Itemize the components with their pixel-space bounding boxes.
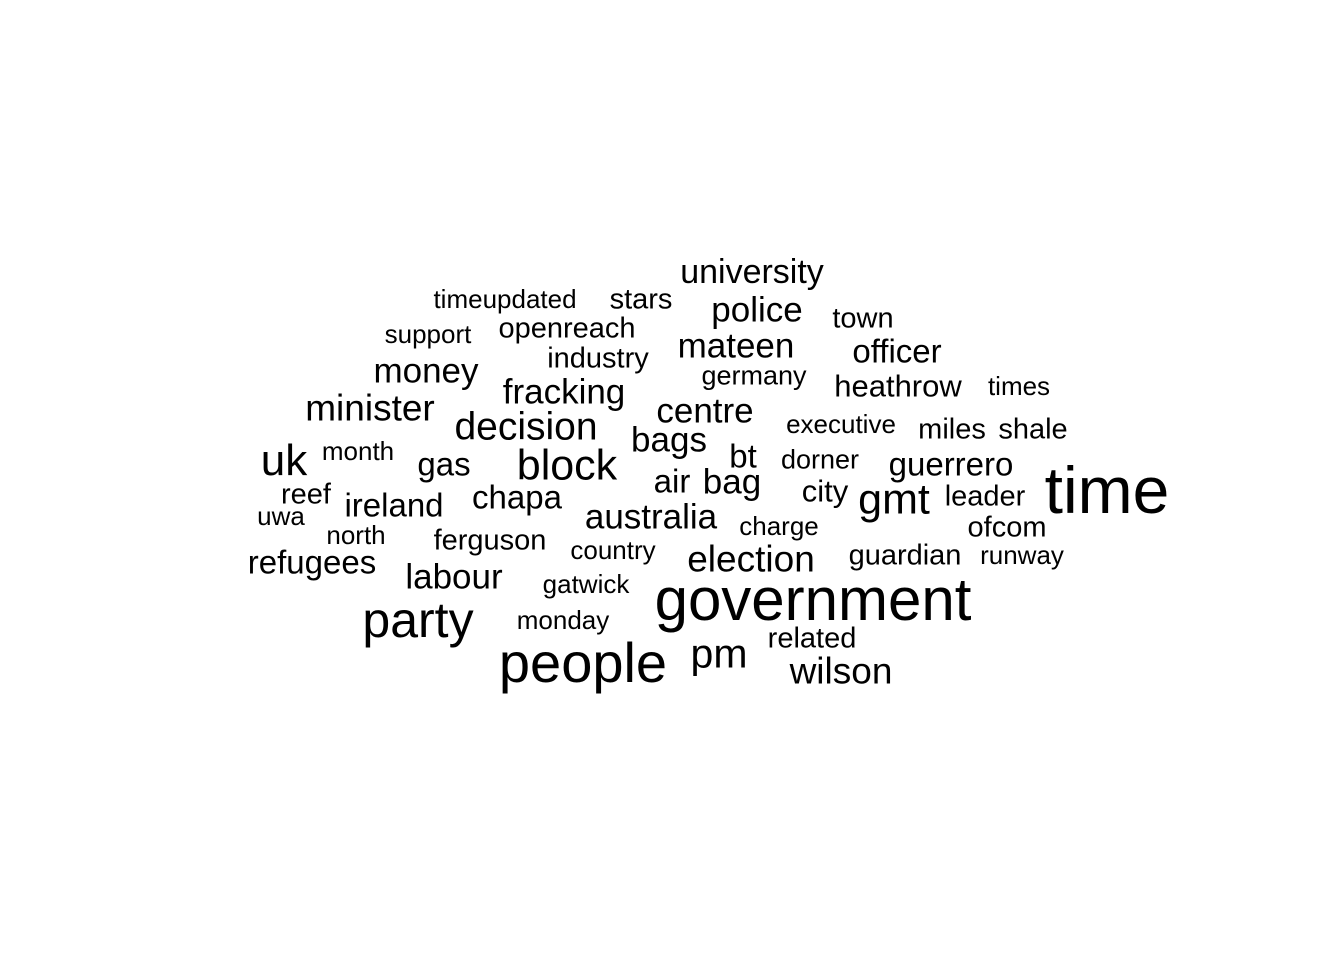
word-fracking: fracking <box>502 372 626 412</box>
word-industry: industry <box>547 342 649 375</box>
word-pm: pm <box>690 630 748 677</box>
word-gas: gas <box>417 445 471 483</box>
word-money: money <box>373 351 479 391</box>
word-ireland: ireland <box>344 486 444 524</box>
word-mateen: mateen <box>677 326 795 366</box>
word-leader: leader <box>944 480 1026 513</box>
word-country: country <box>570 535 656 565</box>
word-bag: bag <box>702 462 762 502</box>
word-executive: executive <box>786 409 896 439</box>
word-times: times <box>987 371 1051 401</box>
word-openreach: openreach <box>498 312 636 345</box>
word-block: block <box>516 441 618 490</box>
word-decision: decision <box>454 405 598 449</box>
word-stars: stars <box>609 283 673 316</box>
word-election: election <box>687 538 815 580</box>
word-party: party <box>362 592 474 648</box>
word-chapa: chapa <box>472 478 562 516</box>
word-shale: shale <box>998 413 1068 446</box>
word-gmt: gmt <box>858 475 930 524</box>
word-timeupdated: timeupdated <box>433 284 577 314</box>
word-heathrow: heathrow <box>834 368 962 404</box>
word-monday: monday <box>516 605 610 635</box>
word-guardian: guardian <box>848 539 962 572</box>
word-support: support <box>384 319 472 349</box>
word-germany: germany <box>701 360 807 391</box>
word-minister: minister <box>305 387 435 429</box>
word-bt: bt <box>729 437 757 475</box>
word-refugees: refugees <box>247 543 377 581</box>
word-officer: officer <box>852 332 942 370</box>
word-month: month <box>321 436 395 466</box>
word-air: air <box>653 462 691 500</box>
word-wilson: wilson <box>789 650 893 692</box>
word-police: police <box>711 290 803 330</box>
word-ferguson: ferguson <box>433 524 547 557</box>
word-related: related <box>767 622 857 655</box>
word-reef: reef <box>281 478 331 511</box>
word-north: north <box>326 520 386 550</box>
word-gatwick: gatwick <box>542 569 630 599</box>
word-charge: charge <box>739 511 819 541</box>
word-time: time <box>1044 453 1170 527</box>
word-people: people <box>498 631 668 694</box>
word-town: town <box>832 302 894 335</box>
word-government: government <box>654 566 972 633</box>
word-university: university <box>680 253 824 291</box>
word-centre: centre <box>656 391 754 431</box>
word-uk: uk <box>260 436 308 485</box>
word-labour: labour <box>405 557 503 597</box>
word-city: city <box>801 473 849 509</box>
word-guerrero: guerrero <box>888 445 1014 483</box>
word-dorner: dorner <box>780 444 860 475</box>
word-australia: australia <box>584 497 718 537</box>
word-bags: bags <box>631 420 707 460</box>
word-ofcom: ofcom <box>967 511 1047 544</box>
word-miles: miles <box>918 413 986 446</box>
word-runway: runway <box>980 540 1064 570</box>
word-uwa: uwa <box>257 501 305 531</box>
